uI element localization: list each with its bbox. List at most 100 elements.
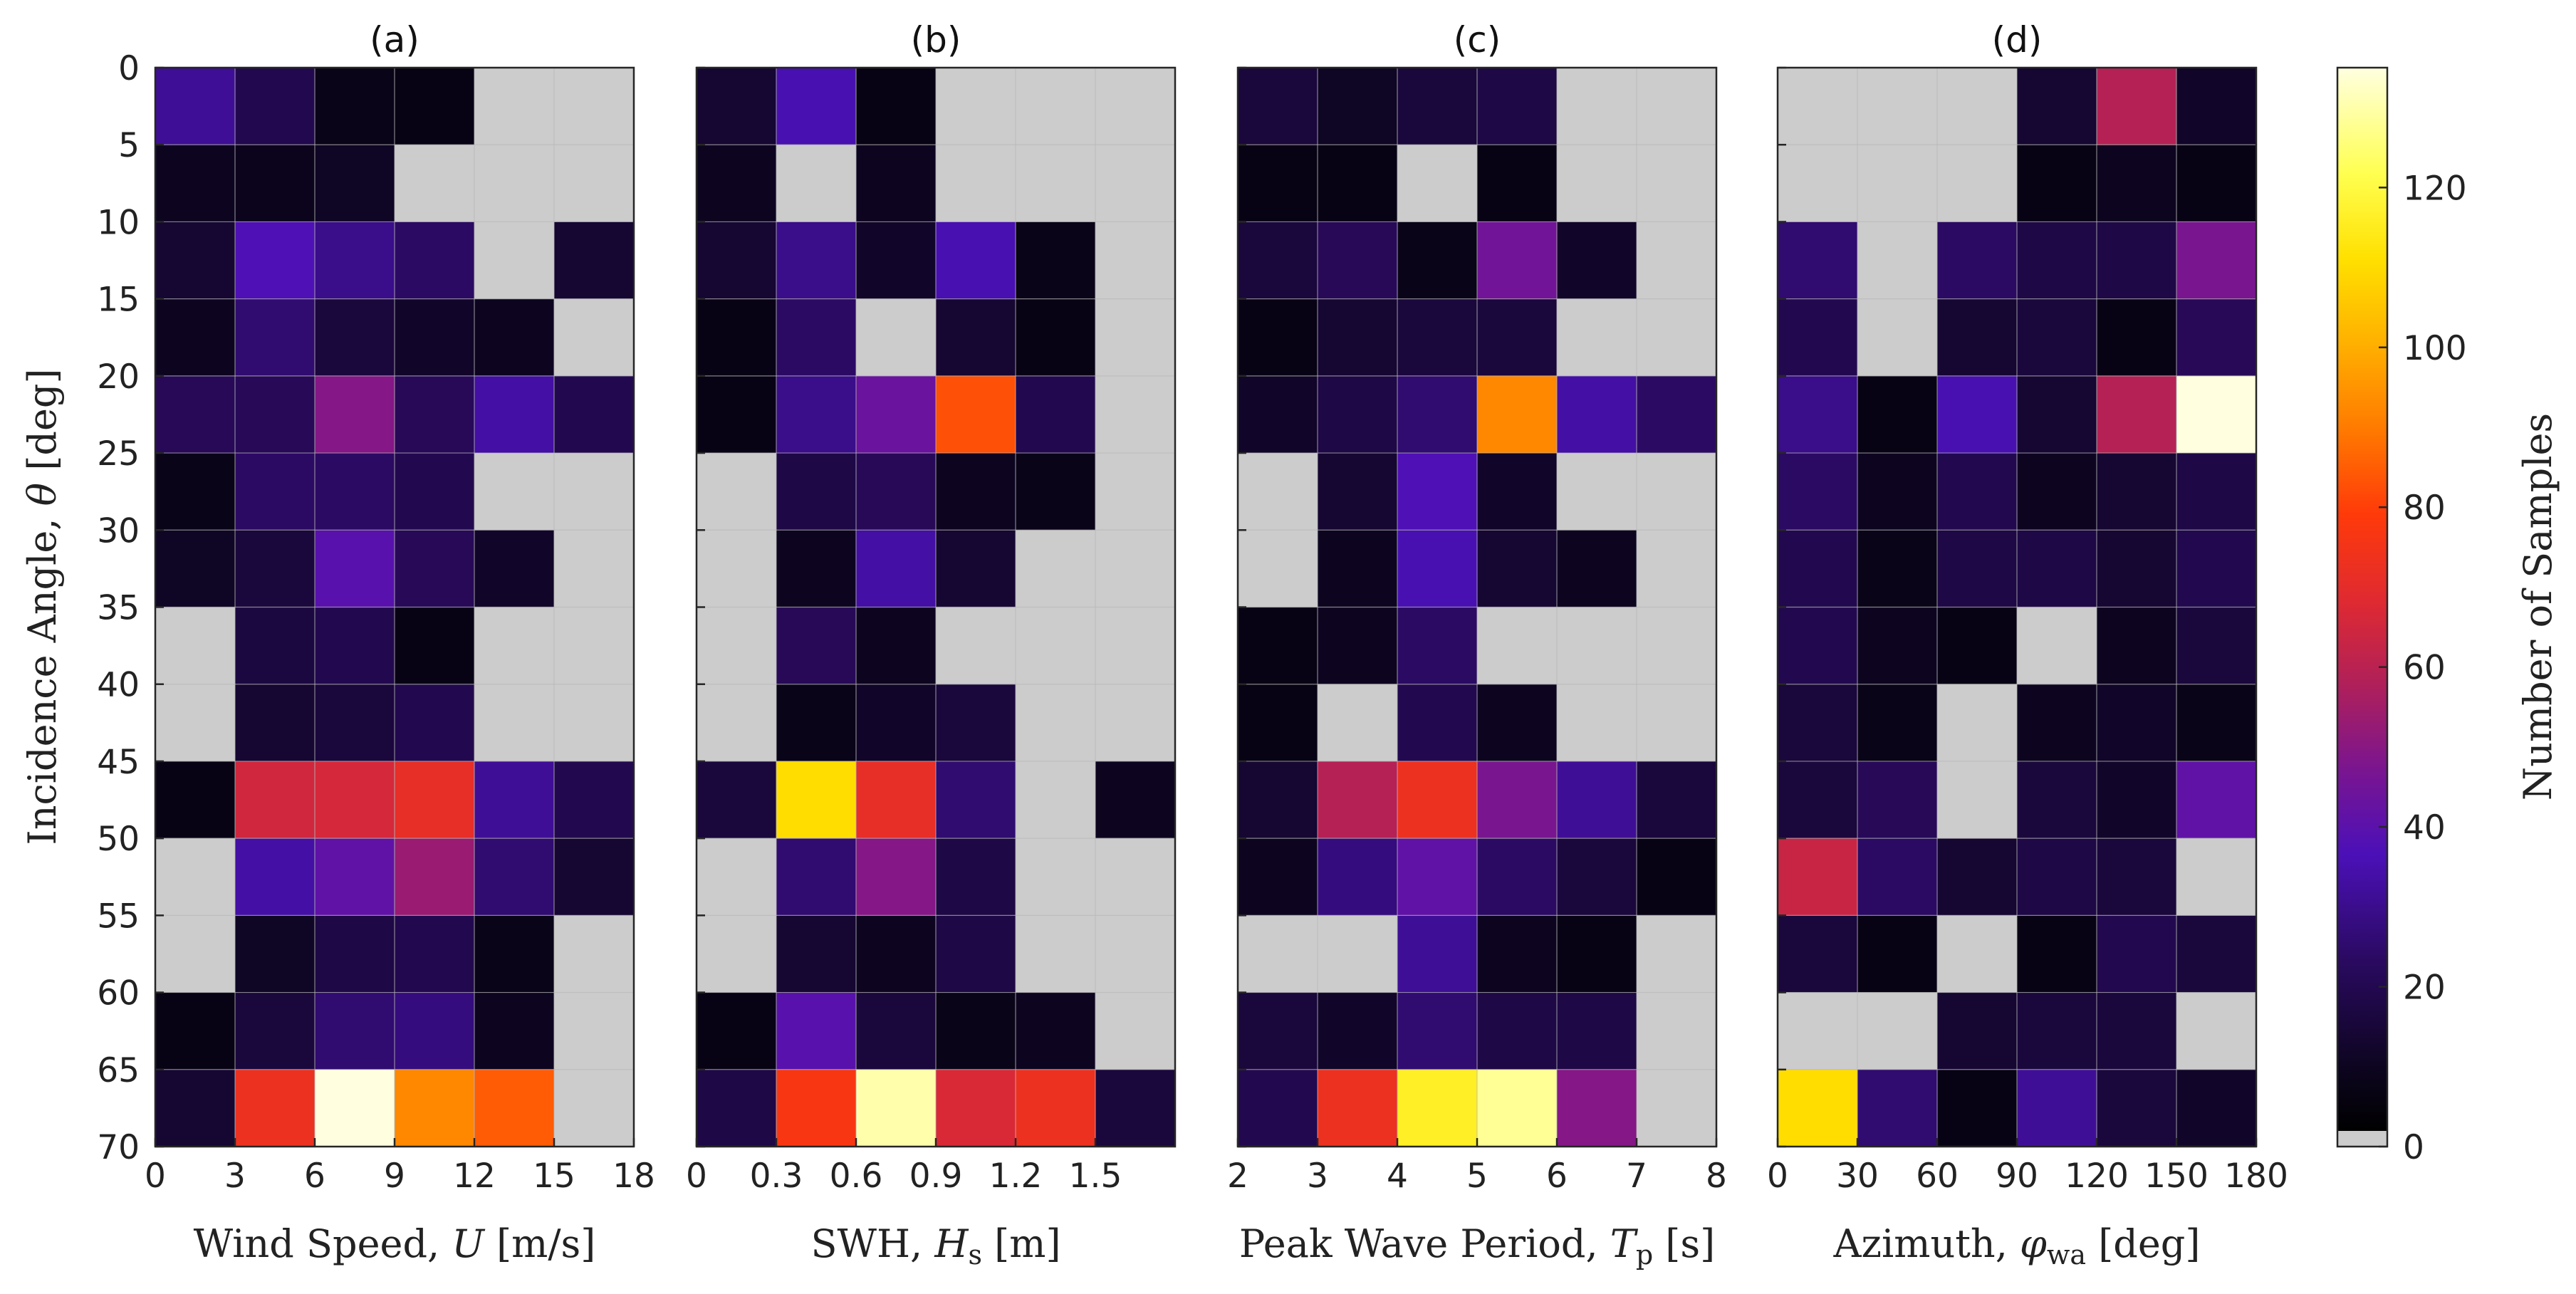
heatmap-cell [2017, 684, 2097, 762]
heatmap-cell [1857, 68, 1938, 145]
heatmap-cell [2176, 68, 2257, 145]
heatmap-cell [1238, 992, 1318, 1070]
heatmap-cell [1857, 607, 1938, 685]
y-tick-label: 35 [97, 589, 140, 628]
heatmap-cell [1937, 1069, 2018, 1147]
heatmap-cell [554, 761, 635, 839]
heatmap-cell [1857, 375, 1938, 454]
heatmap-cell [395, 992, 475, 1070]
heatmap-cell [554, 915, 635, 993]
heatmap-cell [315, 453, 395, 531]
panel-title: (b) [911, 19, 961, 61]
heatmap-cell [155, 530, 236, 607]
heatmap-cell [315, 915, 395, 993]
heatmap-cell [235, 1069, 316, 1147]
heatmap-cell [856, 453, 937, 531]
heatmap-cell [1095, 453, 1176, 531]
heatmap-cell [776, 684, 857, 762]
heatmap-cell [395, 68, 475, 145]
y-tick-label: 45 [97, 743, 140, 782]
heatmap-cell [936, 1069, 1016, 1147]
heatmap-cell [697, 992, 777, 1070]
y-tick-label: 20 [97, 358, 140, 397]
heatmap-cell [1397, 684, 1478, 762]
colorbar-missing-swatch [2337, 1131, 2387, 1147]
heatmap-cell [1937, 375, 2018, 454]
heatmap-cell [1937, 145, 2018, 222]
heatmap-cell [2176, 221, 2257, 300]
heatmap-cell [2097, 607, 2177, 685]
heatmap-cell [2017, 1069, 2097, 1147]
heatmap-cell [2017, 530, 2097, 607]
colorbar-tick-label: 80 [2403, 489, 2446, 528]
heatmap-cell [936, 221, 1016, 300]
heatmap-cell [776, 992, 857, 1070]
heatmap-cell [235, 915, 316, 993]
heatmap-cell [235, 607, 316, 685]
heatmap-cell [776, 1069, 857, 1147]
heatmap-cell [1477, 145, 1558, 222]
heatmap-cell [1637, 992, 1717, 1070]
x-tick-label: 180 [2224, 1157, 2288, 1196]
heatmap-cell [315, 1069, 395, 1147]
heatmap-cell [697, 375, 777, 454]
heatmap-cell [1778, 453, 1858, 531]
heatmap-cell [2097, 453, 2177, 531]
heatmap-cell [1637, 761, 1717, 839]
heatmap-cell [1318, 221, 1398, 300]
panel-title: (a) [370, 19, 419, 61]
y-axis-label: Incidence Angle, θ [deg] [20, 368, 65, 845]
heatmap-cell [474, 992, 555, 1070]
y-tick-label: 60 [97, 974, 140, 1013]
heatmap-cell [2176, 915, 2257, 993]
heatmap-cell [1857, 915, 1938, 993]
heatmap-cell [554, 992, 635, 1070]
heatmap-cell [1095, 298, 1176, 377]
heatmap-cell [936, 761, 1016, 839]
heatmap-cell [1238, 838, 1318, 916]
heatmap-cell [1857, 530, 1938, 607]
heatmap-cell [1778, 221, 1858, 300]
heatmap-cell [1477, 684, 1558, 762]
y-tick-label: 10 [97, 203, 140, 242]
heatmap-cell [155, 607, 236, 685]
heatmap-cell [235, 145, 316, 222]
heatmap-cell [1778, 992, 1858, 1070]
heatmap-cell [235, 530, 316, 607]
heatmap-cell [697, 838, 777, 916]
heatmap-cell [395, 530, 475, 607]
heatmap-cell [2097, 221, 2177, 300]
heatmap-cell [2017, 838, 2097, 916]
heatmap-cell [1557, 761, 1637, 839]
heatmap-cell [474, 915, 555, 993]
heatmap-cell [2176, 530, 2257, 607]
heatmap-cell [1937, 684, 2018, 762]
heatmap-cell [1238, 915, 1318, 993]
x-tick-label: 6 [1546, 1157, 1568, 1196]
heatmap-cell [2017, 375, 2097, 454]
heatmap-cell [1318, 684, 1398, 762]
heatmap-cell [697, 1069, 777, 1147]
heatmap-cell [1095, 915, 1176, 993]
heatmap-cell [1095, 1069, 1176, 1147]
heatmap-cell [1937, 607, 2018, 685]
x-tick-label: 0 [1767, 1157, 1788, 1196]
panel-a: (a) 0 3 6 9 12 15 18 Wind Speed, U [m/s] 0 5 10 15 20… [97, 19, 655, 1266]
heatmap-cell [697, 221, 777, 300]
heatmap-cell [235, 684, 316, 762]
heatmap-cell [1016, 607, 1096, 685]
heatmap-cell [1937, 992, 2018, 1070]
heatmap-cell [1016, 838, 1096, 916]
x-tick-label: 7 [1626, 1157, 1647, 1196]
heatmap-cell [1397, 761, 1478, 839]
heatmap-cell [1318, 68, 1398, 145]
y-tick-label: 50 [97, 820, 140, 859]
heatmap-cell [1937, 221, 2018, 300]
heatmap-cell [315, 530, 395, 607]
heatmap-cell [776, 298, 857, 377]
heatmap-cell [1937, 761, 2018, 839]
x-tick-label: 150 [2144, 1157, 2209, 1196]
heatmap-cell [1637, 298, 1717, 377]
heatmap-cell [1095, 838, 1176, 916]
heatmap-cell [315, 607, 395, 685]
